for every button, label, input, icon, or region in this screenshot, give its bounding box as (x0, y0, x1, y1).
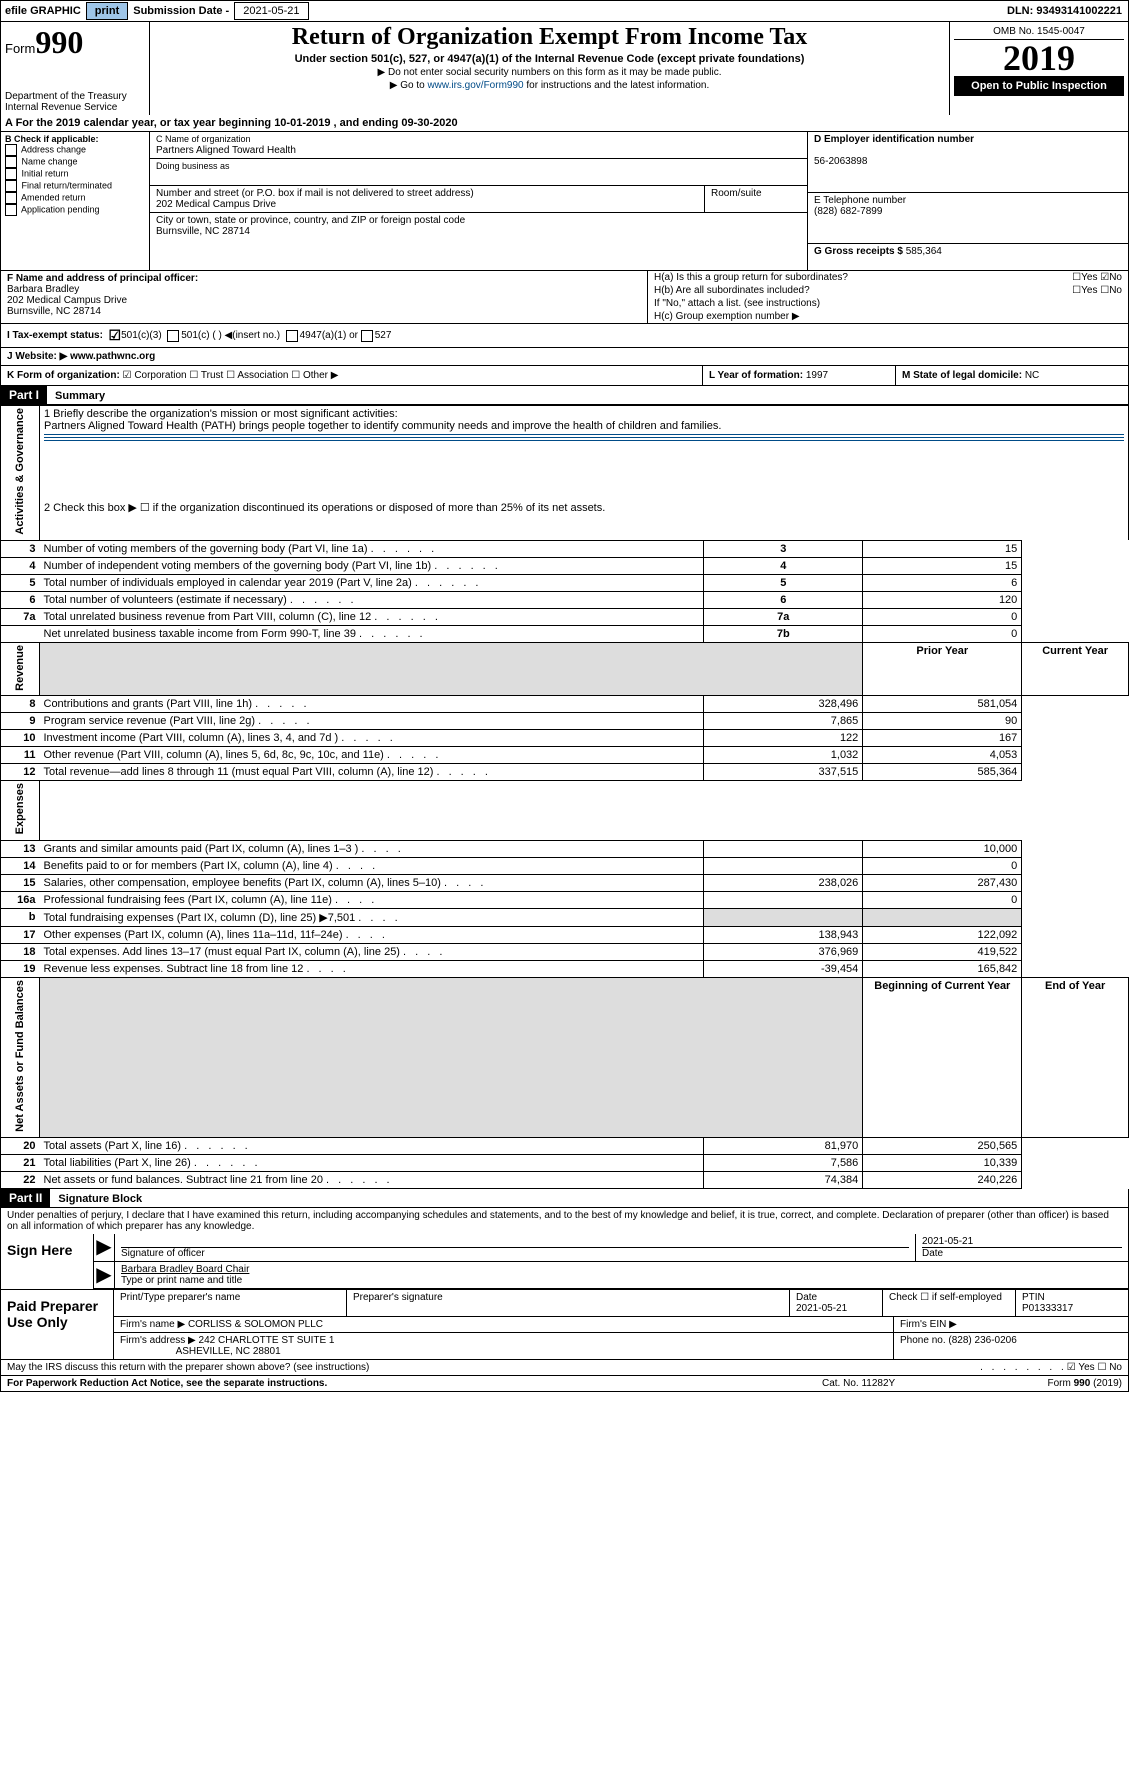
form-title: Return of Organization Exempt From Incom… (158, 24, 941, 51)
side-governance: Activities & Governance (14, 408, 26, 535)
side-net: Net Assets or Fund Balances (14, 980, 26, 1132)
dept-label: Department of the Treasury Internal Reve… (5, 91, 145, 113)
form-number: Form990 (5, 24, 145, 61)
open-inspection: Open to Public Inspection (954, 76, 1124, 96)
summary-table: Activities & Governance 1 Briefly descri… (0, 405, 1129, 1189)
side-revenue: Revenue (14, 645, 26, 691)
part1-header: Part ISummary (0, 386, 1129, 405)
tax-period: A For the 2019 calendar year, or tax yea… (0, 115, 1129, 132)
submission-date: 2021-05-21 (234, 2, 308, 20)
tax-year: 2019 (954, 40, 1124, 76)
ein-value: 56-2063898 (814, 156, 867, 167)
org-address: 202 Medical Campus Drive (156, 199, 276, 210)
org-city: Burnsville, NC 28714 (156, 226, 250, 237)
discuss-row: May the IRS discuss this return with the… (0, 1360, 1129, 1376)
part2-header: Part IISignature Block (0, 1189, 1129, 1208)
row-k: K Form of organization: ☑ Corporation ☐ … (0, 366, 1129, 386)
phone-block: E Telephone number(828) 682-7899 (808, 193, 1128, 244)
irs-link[interactable]: www.irs.gov/Form990 (427, 80, 523, 91)
form-subtitle: Under section 501(c), 527, or 4947(a)(1)… (158, 53, 941, 65)
tax-exempt-status: I Tax-exempt status: ☑ 501(c)(3) 501(c) … (0, 324, 1129, 348)
ein-block: D Employer identification number56-20638… (808, 132, 1128, 193)
submission-label: Submission Date - (129, 5, 233, 17)
dba-block: Doing business as (150, 159, 807, 186)
website-row: J Website: ▶ www.pathwnc.org (0, 348, 1129, 366)
instruction-ssn: ▶ Do not enter social security numbers o… (158, 67, 941, 78)
org-name: Partners Aligned Toward Health (156, 145, 296, 156)
org-name-block: C Name of organization Partners Aligned … (150, 132, 807, 159)
phone-value: (828) 682-7899 (814, 206, 882, 217)
side-expenses: Expenses (14, 783, 26, 834)
print-button[interactable]: print (86, 2, 128, 20)
website-url: www.pathwnc.org (70, 351, 155, 362)
principal-officer: F Name and address of principal officer:… (1, 271, 648, 323)
gross-receipts: G Gross receipts $ 585,364 (808, 244, 1128, 270)
signature-block: Under penalties of perjury, I declare th… (0, 1208, 1129, 1360)
box-h: H(a) Is this a group return for subordin… (648, 271, 1128, 323)
instruction-link: ▶ Go to www.irs.gov/Form990 for instruct… (158, 80, 941, 91)
dln-number: DLN: 93493141002221 (1001, 3, 1128, 19)
page-footer: For Paperwork Reduction Act Notice, see … (0, 1376, 1129, 1392)
efile-label: efile GRAPHIC (1, 5, 85, 17)
form-header: Form990 Department of the Treasury Inter… (0, 22, 1129, 115)
top-toolbar: efile GRAPHIC print Submission Date - 20… (0, 0, 1129, 22)
mission-text: Partners Aligned Toward Health (PATH) br… (44, 420, 1124, 432)
box-b: B Check if applicable: Address change Na… (1, 132, 150, 270)
